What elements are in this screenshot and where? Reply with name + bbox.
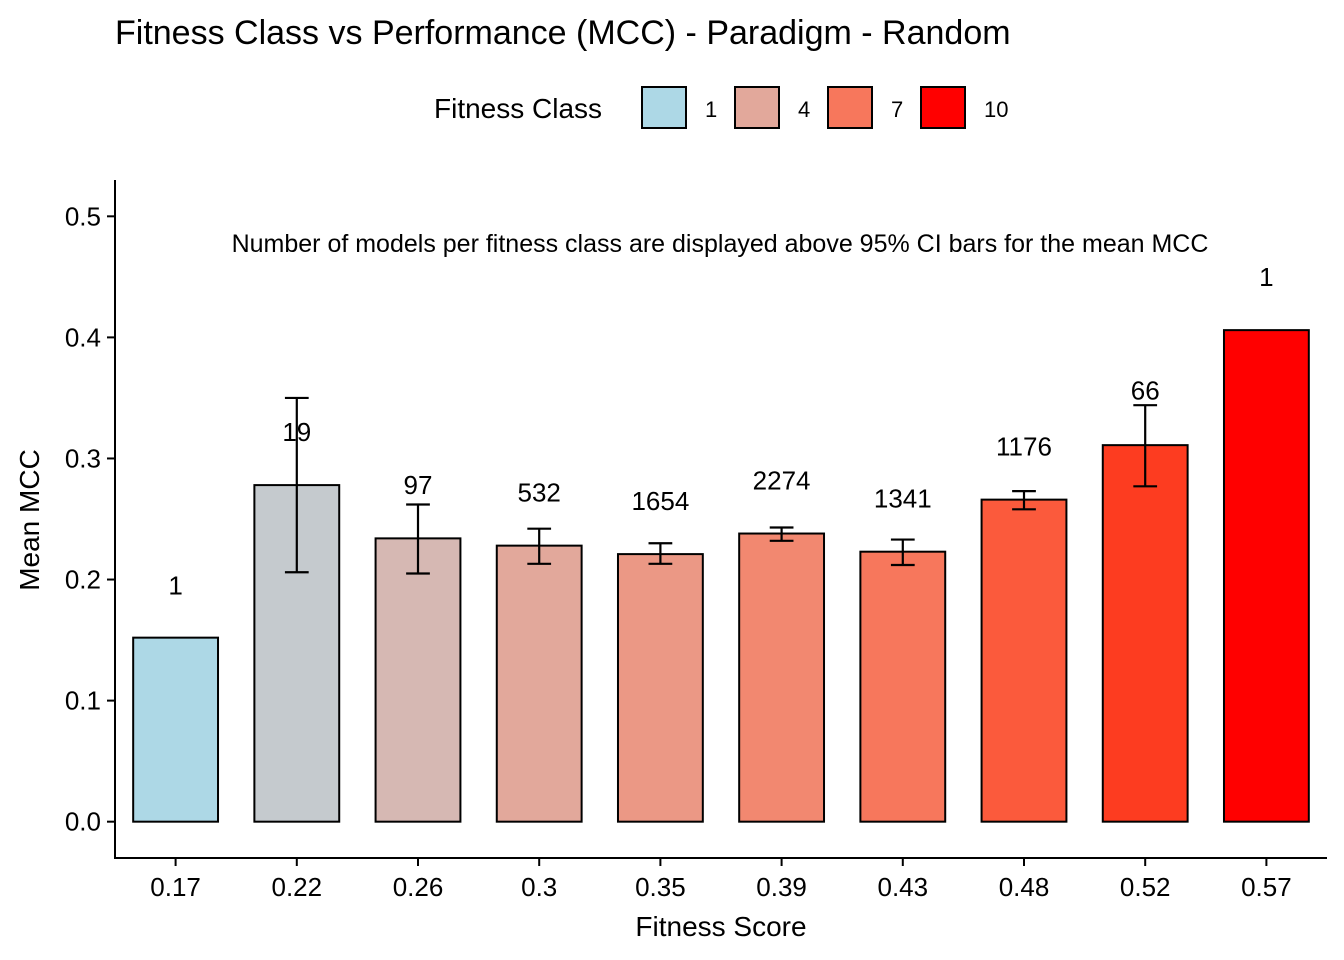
count-label-0.17: 1 <box>168 571 182 601</box>
errorbar-0.39 <box>769 526 794 542</box>
count-label-0.39: 2274 <box>753 465 811 495</box>
bar-0.35 <box>616 553 704 823</box>
x-tick-label: 0.22 <box>271 872 322 902</box>
count-label-0.57: 1 <box>1259 262 1273 292</box>
chart-title: Fitness Class vs Performance (MCC) - Par… <box>115 14 1011 52</box>
errorbar-0.52 <box>1133 404 1158 488</box>
chart-annotation: Number of models per fitness class are d… <box>232 230 1209 258</box>
legend-label-4: 4 <box>798 97 810 122</box>
bar-0.52 <box>1101 444 1189 823</box>
x-tick-label: 0.39 <box>756 872 807 902</box>
count-label-0.43: 1341 <box>874 483 932 513</box>
x-axis-ticks: 0.17 0.22 0.26 0.3 0.35 0.39 0.43 0.48 0.52 0.57 <box>150 858 1292 902</box>
legend-label-7: 7 <box>891 97 903 122</box>
y-tick-label: 0.3 <box>65 443 101 473</box>
errorbar-0.48 <box>1012 490 1036 511</box>
legend-swatch-10 <box>920 86 966 129</box>
x-tick-label: 0.57 <box>1241 872 1292 902</box>
legend-swatch-4 <box>734 86 780 129</box>
y-tick-label: 0.2 <box>65 565 101 595</box>
y-tick-label: 0.0 <box>65 807 101 837</box>
bar-0.26 <box>374 537 462 823</box>
y-tick-label: 0.1 <box>65 686 101 716</box>
count-label-0.3: 532 <box>518 477 561 507</box>
y-tick-label: 0.4 <box>65 322 101 352</box>
x-tick-label: 0.48 <box>999 872 1050 902</box>
errorbar-0.26 <box>406 503 430 575</box>
errorbar-0.35 <box>648 542 673 565</box>
count-label-0.22: 19 <box>282 417 311 447</box>
legend-title: Fitness Class <box>434 93 602 124</box>
count-label-0.35: 1654 <box>631 486 689 516</box>
errorbar-0.43 <box>890 538 915 567</box>
y-axis-label: Mean MCC <box>14 449 45 591</box>
legend-label-1: 1 <box>705 97 717 122</box>
bars-group <box>132 329 1310 823</box>
y-axis-ticks: 0.0 0.1 0.2 0.3 0.4 0.5 <box>65 201 115 837</box>
legend-swatch-7 <box>827 86 873 129</box>
x-axis-label: Fitness Score <box>635 911 806 942</box>
count-label-0.48: 1176 <box>996 431 1052 461</box>
x-tick-label: 0.35 <box>635 872 686 902</box>
x-tick-label: 0.26 <box>393 872 444 902</box>
bar-0.17 <box>132 636 220 823</box>
count-label-0.52: 66 <box>1131 376 1160 406</box>
legend: Fitness Class 1 4 7 10 <box>434 86 1008 129</box>
bar-0.43 <box>859 550 947 823</box>
bar-0.39 <box>738 532 826 823</box>
x-tick-label: 0.3 <box>521 872 557 902</box>
count-labels-group: 1 19 97 532 1654 2274 1341 1176 66 1 <box>168 262 1273 601</box>
errorbars-group <box>284 396 1158 575</box>
bar-0.48 <box>980 498 1068 823</box>
errorbar-0.22 <box>284 396 309 574</box>
x-tick-label: 0.52 <box>1120 872 1171 902</box>
x-tick-label: 0.17 <box>150 872 201 902</box>
errorbar-0.3 <box>527 527 552 565</box>
bar-0.57 <box>1222 329 1310 823</box>
legend-label-10: 10 <box>984 97 1008 122</box>
bar-0.3 <box>495 544 583 823</box>
y-tick-label: 0.5 <box>65 201 101 231</box>
x-tick-label: 0.43 <box>877 872 928 902</box>
legend-swatch-1 <box>641 86 687 129</box>
count-label-0.26: 97 <box>404 470 433 500</box>
